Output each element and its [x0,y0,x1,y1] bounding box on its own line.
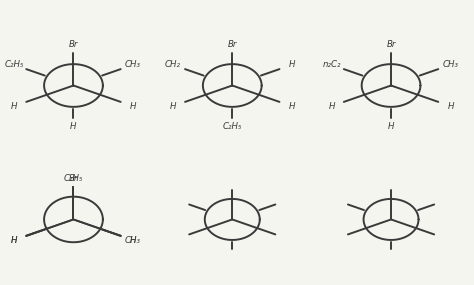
Text: CH₃: CH₃ [443,60,458,69]
Text: Br: Br [228,40,237,49]
Text: H: H [170,102,176,111]
Text: C₂H₅: C₂H₅ [222,122,242,131]
Text: CH₃: CH₃ [125,236,141,245]
Text: Br: Br [69,40,78,49]
Text: H: H [130,102,136,111]
Text: H: H [388,122,394,131]
Text: n₂C₂: n₂C₂ [322,60,341,69]
Text: CH₂: CH₂ [165,60,181,69]
Text: H: H [130,236,136,245]
Text: H: H [289,102,295,111]
Text: H: H [447,102,454,111]
Text: H: H [11,236,17,245]
Text: H: H [328,102,335,111]
Text: C₂H₅: C₂H₅ [64,174,83,183]
Text: Br: Br [69,174,78,183]
Text: H: H [70,122,77,131]
Text: H: H [11,236,17,245]
Text: CH₃: CH₃ [125,60,141,69]
Text: H: H [289,60,295,69]
Text: H: H [11,102,17,111]
Text: Br: Br [386,40,396,49]
Text: C₂H₅: C₂H₅ [4,60,24,69]
